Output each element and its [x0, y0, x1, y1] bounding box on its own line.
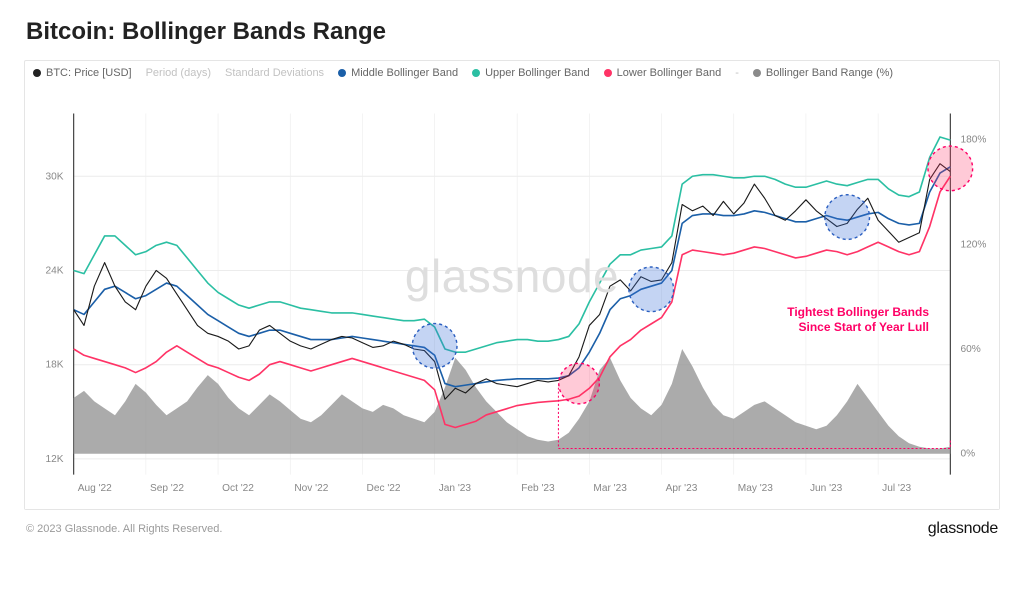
svg-text:0%: 0% — [960, 449, 975, 460]
legend-middle: Middle Bollinger Band — [338, 67, 458, 79]
legend-lower: Lower Bollinger Band — [604, 67, 722, 79]
svg-text:180%: 180% — [960, 135, 986, 146]
svg-text:Mar '23: Mar '23 — [593, 483, 627, 494]
svg-text:Jan '23: Jan '23 — [439, 483, 472, 494]
svg-text:Sep '22: Sep '22 — [150, 483, 184, 494]
svg-text:60%: 60% — [960, 344, 980, 355]
bollinger-chart: 12K 18K 24K 30K 0% 60% 120% 180% Aug '22 Sep '22 O… — [25, 83, 999, 509]
legend: BTC: Price [USD] Period (days) Standard … — [25, 67, 999, 83]
svg-text:Oct '22: Oct '22 — [222, 483, 254, 494]
legend-dash: - — [735, 67, 739, 79]
brand-logo: glassnode — [928, 520, 998, 538]
annotation-tightest: Tightest Bollinger Bands Since Start of … — [787, 305, 929, 335]
legend-stddev: Standard Deviations — [225, 67, 324, 79]
chart-container: BTC: Price [USD] Period (days) Standard … — [24, 60, 1000, 510]
svg-text:12K: 12K — [46, 454, 64, 465]
svg-text:May '23: May '23 — [738, 483, 774, 494]
svg-text:30K: 30K — [46, 171, 64, 182]
svg-text:Jul '23: Jul '23 — [882, 483, 911, 494]
svg-text:120%: 120% — [960, 239, 986, 250]
svg-text:Nov '22: Nov '22 — [294, 483, 328, 494]
svg-text:Feb '23: Feb '23 — [521, 483, 555, 494]
footer: © 2023 Glassnode. All Rights Reserved. g… — [24, 520, 1000, 538]
svg-text:Dec '22: Dec '22 — [367, 483, 401, 494]
svg-text:Aug '22: Aug '22 — [78, 483, 112, 494]
chart-title: Bitcoin: Bollinger Bands Range — [26, 18, 1000, 46]
svg-text:24K: 24K — [46, 266, 64, 277]
legend-upper: Upper Bollinger Band — [472, 67, 590, 79]
svg-text:18K: 18K — [46, 360, 64, 371]
legend-price: BTC: Price [USD] — [33, 67, 132, 79]
legend-period: Period (days) — [146, 67, 211, 79]
copyright: © 2023 Glassnode. All Rights Reserved. — [26, 523, 222, 535]
legend-range: Bollinger Band Range (%) — [753, 67, 893, 79]
svg-text:Apr '23: Apr '23 — [666, 483, 698, 494]
svg-text:Jun '23: Jun '23 — [810, 483, 843, 494]
